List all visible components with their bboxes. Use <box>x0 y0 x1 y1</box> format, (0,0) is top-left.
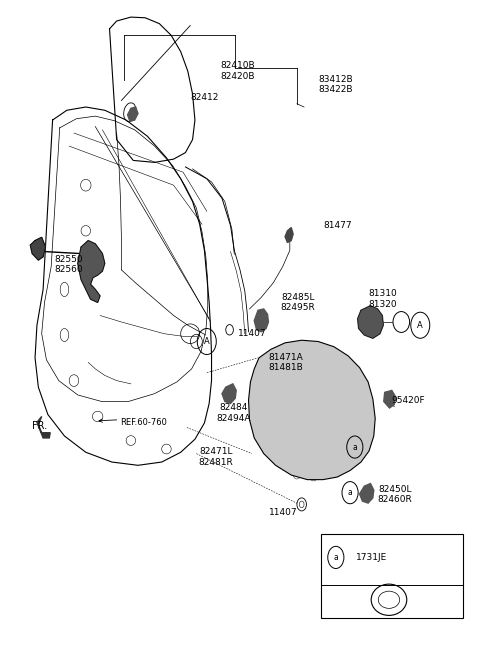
Text: 81310
81320: 81310 81320 <box>368 290 397 309</box>
Text: A: A <box>204 337 210 346</box>
Text: 83412B
83422B: 83412B 83422B <box>318 74 353 94</box>
Polygon shape <box>358 306 384 338</box>
Text: a: a <box>352 443 357 451</box>
Polygon shape <box>30 237 46 260</box>
Text: 82484
82494A: 82484 82494A <box>216 403 251 423</box>
Ellipse shape <box>300 394 331 422</box>
Circle shape <box>226 325 233 335</box>
Polygon shape <box>384 390 396 408</box>
Text: 82471L
82481R: 82471L 82481R <box>199 447 233 466</box>
Text: REF.60-760: REF.60-760 <box>120 419 168 428</box>
Text: 81471A
81481B: 81471A 81481B <box>268 353 303 372</box>
Text: 82485L
82495R: 82485L 82495R <box>280 293 315 312</box>
Polygon shape <box>37 417 50 438</box>
Bar <box>321 533 463 618</box>
Text: 82412: 82412 <box>190 93 219 102</box>
Text: A: A <box>418 321 423 330</box>
Polygon shape <box>128 107 138 122</box>
Text: 82550
82560: 82550 82560 <box>54 255 83 275</box>
Polygon shape <box>285 227 293 242</box>
Polygon shape <box>222 384 236 403</box>
Text: 95420F: 95420F <box>392 396 425 405</box>
Text: a: a <box>348 488 352 497</box>
Polygon shape <box>249 340 375 480</box>
Text: 11407: 11407 <box>268 508 297 516</box>
Text: 82450L
82460R: 82450L 82460R <box>378 485 412 505</box>
Text: 81477: 81477 <box>323 221 352 230</box>
Text: a: a <box>334 553 338 562</box>
Text: FR.: FR. <box>32 421 48 431</box>
Circle shape <box>297 498 306 511</box>
Text: 1731JE: 1731JE <box>356 553 387 562</box>
Polygon shape <box>254 309 268 332</box>
Polygon shape <box>78 240 105 302</box>
Text: 11407: 11407 <box>238 328 266 338</box>
Text: 82410B
82420B: 82410B 82420B <box>220 62 255 81</box>
Polygon shape <box>360 484 374 503</box>
